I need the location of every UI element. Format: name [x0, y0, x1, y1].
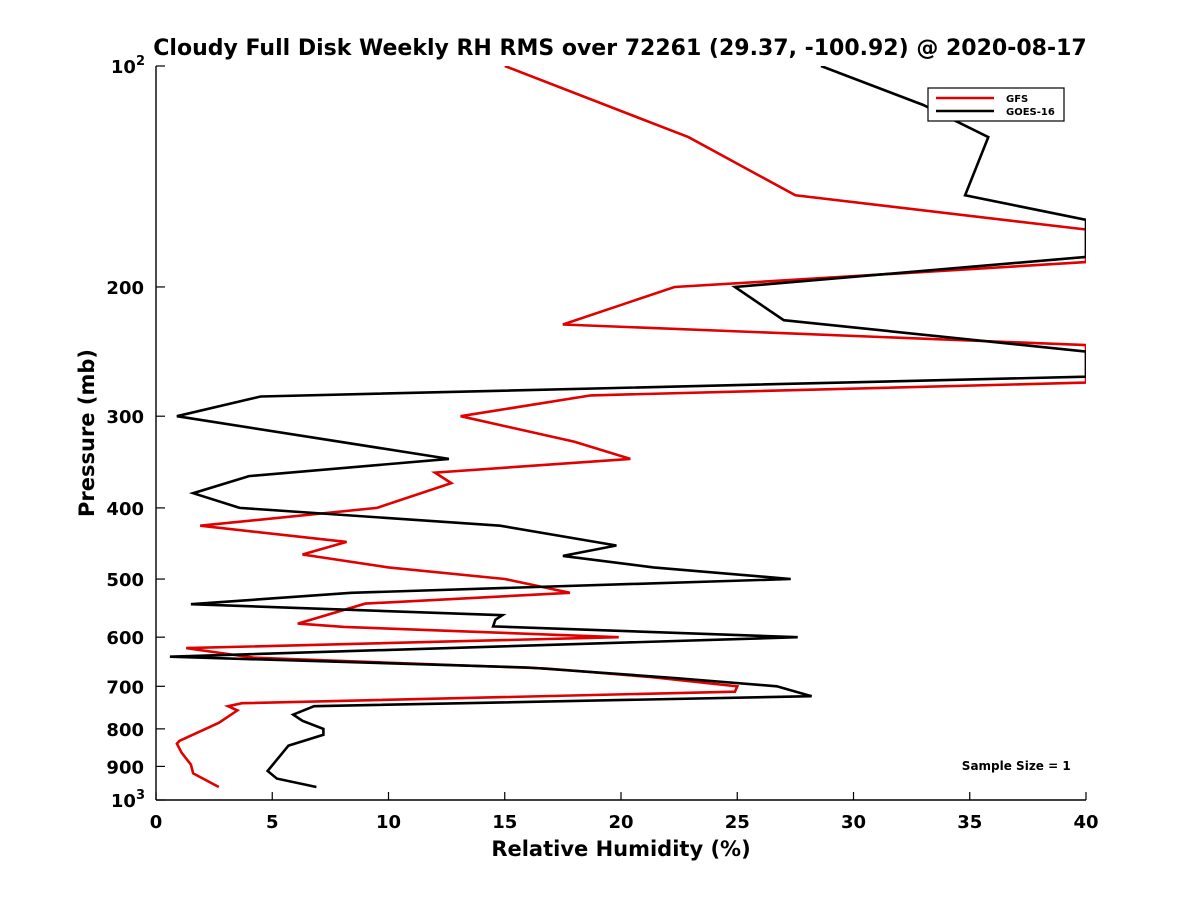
x-tick-label: 0	[150, 812, 163, 833]
y-tick-label: 900	[106, 757, 144, 778]
y-tick-exponent: 2	[136, 54, 145, 69]
y-tick-label: 400	[106, 499, 144, 520]
chart-title: Cloudy Full Disk Weekly RH RMS over 7226…	[153, 36, 1086, 61]
x-tick-label: 35	[957, 812, 982, 833]
y-tick-base: 10	[111, 57, 136, 78]
sample-size-annotation: Sample Size = 1	[962, 759, 1071, 773]
y-tick-label: 800	[106, 720, 144, 741]
x-axis-label: Relative Humidity (%)	[491, 837, 750, 861]
y-tick-exponent: 3	[136, 788, 145, 803]
x-tick-label: 30	[841, 812, 866, 833]
legend-box	[927, 87, 1065, 122]
y-tick-label: 500	[106, 570, 144, 591]
y-tick-label: 700	[106, 677, 144, 698]
series-line-gfs	[175, 66, 1086, 789]
x-tick-label: 25	[725, 812, 750, 833]
y-tick-label: 103	[111, 788, 145, 812]
x-tick-label: 20	[608, 812, 633, 833]
y-axis-label: Pressure (mb)	[75, 349, 99, 517]
y-tick-label: 300	[106, 407, 144, 428]
series-line-goes-16	[169, 66, 1086, 789]
legend-label: GFS	[1006, 94, 1028, 105]
y-tick-label: 102	[111, 54, 145, 78]
legend-label: GOES-16	[1006, 107, 1055, 118]
y-tick-base: 10	[111, 791, 136, 812]
y-tick-label: 600	[106, 628, 144, 649]
x-tick-label: 10	[376, 812, 401, 833]
y-tick-label: 200	[106, 278, 144, 299]
x-tick-label: 5	[266, 812, 279, 833]
x-tick-label: 40	[1073, 812, 1098, 833]
x-tick-label: 15	[492, 812, 517, 833]
